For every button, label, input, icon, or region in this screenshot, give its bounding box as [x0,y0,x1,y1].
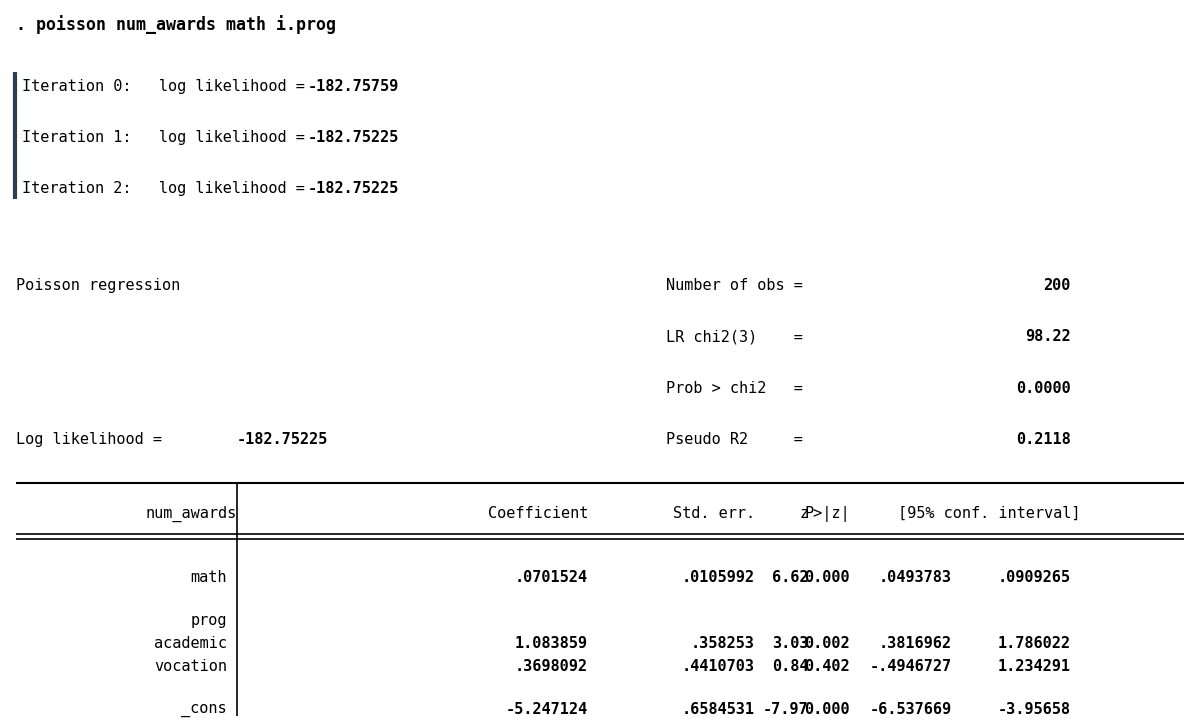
Text: 0.2118: 0.2118 [1016,432,1070,447]
Text: .3698092: .3698092 [515,659,588,674]
Text: 98.22: 98.22 [1025,329,1070,345]
Text: Iteration 0:   log likelihood =: Iteration 0: log likelihood = [22,79,314,94]
Text: academic: academic [154,636,227,652]
Text: -7.97: -7.97 [763,702,809,717]
Text: . poisson num_awards math i.prog: . poisson num_awards math i.prog [16,15,336,34]
Text: .3816962: .3816962 [878,636,952,652]
Text: Std. err.: Std. err. [673,506,755,521]
Text: -5.247124: -5.247124 [506,702,588,717]
Text: .0909265: .0909265 [997,570,1070,585]
Text: Iteration 1:   log likelihood =: Iteration 1: log likelihood = [22,130,314,145]
Text: 0.0000: 0.0000 [1016,381,1070,396]
Text: .6584531: .6584531 [682,702,755,717]
Text: 1.234291: 1.234291 [997,659,1070,674]
Text: num_awards: num_awards [145,506,236,522]
Text: 0.002: 0.002 [805,636,851,652]
Text: math: math [191,570,227,585]
Text: -.4946727: -.4946727 [870,659,952,674]
Text: .0701524: .0701524 [515,570,588,585]
Text: Pseudo R2     =: Pseudo R2 = [666,432,803,447]
Text: vocation: vocation [154,659,227,674]
Text: -3.95658: -3.95658 [997,702,1070,717]
Text: .358253: .358253 [691,636,755,652]
Text: Log likelihood =: Log likelihood = [16,432,172,447]
Text: LR chi2(3)    =: LR chi2(3) = [666,329,803,345]
Text: prog: prog [191,613,227,628]
Text: .0105992: .0105992 [682,570,755,585]
Text: 200: 200 [1043,278,1070,293]
Text: 0.000: 0.000 [805,702,851,717]
Text: [95% conf. interval]: [95% conf. interval] [898,506,1080,521]
Text: -6.537669: -6.537669 [870,702,952,717]
Text: .4410703: .4410703 [682,659,755,674]
Text: -182.75759: -182.75759 [308,79,400,94]
Text: 3.03: 3.03 [772,636,809,652]
Text: -182.75225: -182.75225 [308,130,400,145]
Text: -182.75225: -182.75225 [236,432,328,447]
Text: Number of obs =: Number of obs = [666,278,803,293]
Text: Prob > chi2   =: Prob > chi2 = [666,381,803,396]
Text: z: z [799,506,809,521]
Text: Poisson regression: Poisson regression [16,278,180,293]
Text: Coefficient: Coefficient [487,506,588,521]
Text: 1.786022: 1.786022 [997,636,1070,652]
Text: 0.000: 0.000 [805,570,851,585]
Text: _cons: _cons [181,702,227,717]
Text: 0.402: 0.402 [805,659,851,674]
Text: 0.84: 0.84 [772,659,809,674]
Text: .0493783: .0493783 [878,570,952,585]
Text: 1.083859: 1.083859 [515,636,588,652]
Text: -182.75225: -182.75225 [308,182,400,196]
Text: Iteration 2:   log likelihood =: Iteration 2: log likelihood = [22,182,314,196]
Text: P>|z|: P>|z| [805,506,851,522]
Text: 6.62: 6.62 [772,570,809,585]
